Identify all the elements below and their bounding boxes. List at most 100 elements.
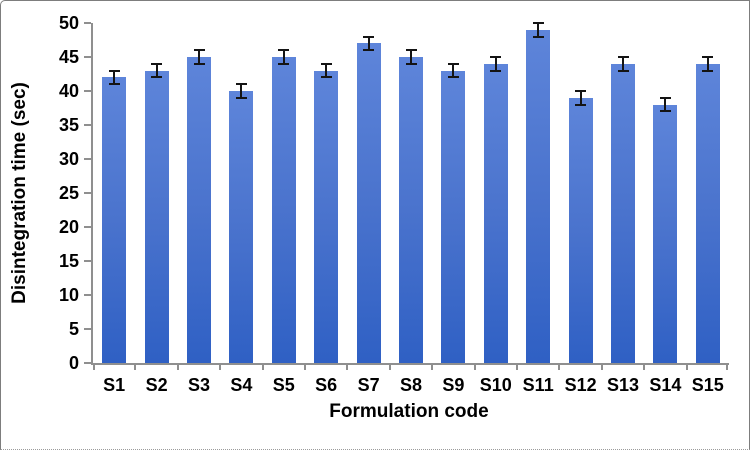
error-bar-whisker — [706, 57, 709, 71]
error-bar-cap-bottom — [320, 76, 332, 79]
bar — [271, 57, 296, 363]
error-bar-whisker — [494, 57, 497, 71]
x-tick-mark — [176, 365, 179, 370]
error-bar-cap-bottom — [235, 96, 247, 99]
error-bar-cap-top — [235, 83, 247, 86]
error-bar-whisker — [240, 84, 243, 98]
y-tick-mark — [84, 226, 91, 228]
bar — [483, 63, 508, 363]
x-tick-label: S6 — [315, 375, 338, 395]
error-bar-cap-bottom — [278, 62, 290, 65]
error-bar-cap-top — [151, 62, 163, 65]
error-bar-cap-top — [702, 56, 714, 58]
error-bar-cap-top — [320, 62, 332, 65]
error-bar-cap-bottom — [447, 76, 459, 79]
y-tick-mark — [84, 158, 91, 160]
error-bar-cap-bottom — [617, 69, 629, 72]
x-axis-title: Formulation code — [329, 401, 489, 422]
x-tick-label: S1 — [103, 375, 126, 395]
x-tick-label: S15 — [691, 375, 724, 395]
x-tick-label: S4 — [230, 375, 253, 395]
error-bar-cap-bottom — [151, 76, 163, 79]
error-bar-cap-bottom — [405, 62, 417, 65]
bar — [568, 97, 593, 363]
x-tick-mark — [558, 365, 561, 370]
x-tick-label: S3 — [187, 375, 210, 395]
x-tick-mark — [685, 365, 688, 370]
x-tick-label: S9 — [442, 375, 465, 395]
y-tick-label: 25 — [58, 183, 79, 203]
error-bar-whisker — [325, 63, 328, 78]
error-bar-cap-top — [490, 56, 502, 58]
error-bar-cap-top — [108, 69, 120, 72]
error-bar-cap-bottom — [659, 110, 671, 113]
error-bar-whisker — [367, 36, 370, 51]
y-tick-mark — [84, 260, 91, 262]
error-bar-cap-top — [617, 56, 629, 58]
x-tick-mark — [134, 365, 137, 370]
x-tick-mark — [346, 365, 349, 370]
y-tick-mark — [84, 124, 91, 126]
y-tick-mark — [84, 192, 91, 194]
x-tick-label: S7 — [357, 375, 380, 395]
x-tick-label: S14 — [649, 375, 682, 395]
error-bar-cap-bottom — [193, 62, 205, 65]
y-tick-mark — [84, 362, 91, 364]
error-bar-cap-top — [575, 90, 587, 92]
error-bar-cap-top — [532, 22, 544, 24]
error-bar-cap-bottom — [532, 35, 544, 38]
error-bar-cap-top — [447, 62, 459, 65]
error-bar-whisker — [664, 97, 667, 112]
bar — [356, 43, 381, 363]
y-tick-mark — [84, 294, 91, 296]
error-bar-whisker — [579, 91, 582, 105]
y-tick-label: 40 — [58, 81, 79, 101]
bar — [695, 63, 720, 363]
x-tick-mark — [726, 365, 728, 370]
x-tick-mark — [643, 365, 646, 370]
error-bar-cap-top — [278, 49, 290, 52]
y-axis-title: Disintegration time (sec) — [9, 82, 30, 304]
bar — [653, 104, 678, 363]
x-tick-mark — [388, 365, 391, 370]
y-tick-label: 0 — [68, 353, 79, 373]
x-tick-label: S2 — [145, 375, 168, 395]
y-tick-label: 50 — [58, 13, 79, 33]
error-bar-whisker — [452, 63, 455, 78]
x-tick-label: S12 — [564, 375, 597, 395]
x-tick-label: S8 — [399, 375, 422, 395]
y-tick-mark — [84, 90, 91, 92]
bar — [314, 70, 339, 363]
error-bar-cap-bottom — [108, 83, 120, 86]
x-tick-label: S13 — [606, 375, 639, 395]
x-tick-mark — [600, 365, 603, 370]
y-tick-label: 20 — [58, 217, 79, 237]
x-tick-mark — [473, 365, 476, 370]
y-tick-label: 10 — [58, 285, 79, 305]
x-tick-mark — [304, 365, 306, 370]
error-bar-whisker — [155, 63, 158, 78]
y-tick-mark — [84, 22, 91, 24]
x-tick-label: S5 — [272, 375, 295, 395]
bar — [229, 91, 254, 363]
x-tick-label: S11 — [522, 375, 554, 395]
y-tick-label: 35 — [58, 115, 79, 135]
error-bar-whisker — [410, 50, 412, 64]
error-bar-cap-bottom — [490, 69, 502, 72]
error-bar-cap-top — [405, 49, 417, 52]
error-bar-whisker — [113, 70, 116, 85]
error-bar-whisker — [537, 23, 540, 37]
y-tick-label: 15 — [58, 251, 79, 271]
error-bar-whisker — [198, 50, 200, 64]
error-bar-cap-top — [363, 35, 375, 38]
x-tick-mark — [93, 365, 95, 370]
x-tick-label: S10 — [479, 375, 512, 395]
x-tick-mark — [516, 365, 518, 370]
error-bar-cap-bottom — [575, 103, 587, 106]
bar — [399, 57, 423, 363]
error-bar-cap-bottom — [363, 49, 375, 52]
error-bar-cap-top — [659, 96, 671, 99]
error-bar-cap-bottom — [702, 69, 714, 72]
y-tick-mark — [84, 56, 91, 58]
x-tick-mark — [431, 365, 434, 370]
